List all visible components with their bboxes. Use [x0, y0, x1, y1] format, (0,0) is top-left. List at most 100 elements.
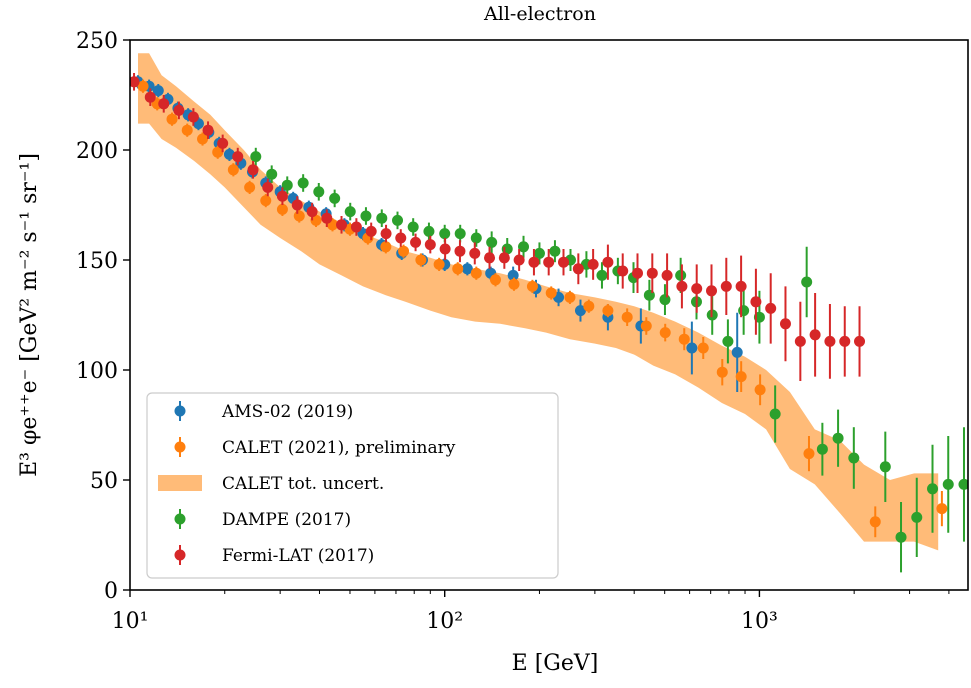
data-point — [344, 206, 356, 218]
data-point — [321, 212, 333, 224]
data-point — [659, 294, 671, 306]
data-point — [697, 342, 709, 354]
data-point — [769, 408, 781, 420]
data-point — [545, 287, 557, 299]
data-point — [720, 280, 732, 292]
data-point — [574, 305, 586, 317]
y-axis-title-text: E³ φe⁺⁺e⁻ [GeV² m⁻² s⁻¹ sr⁻¹] — [17, 153, 42, 477]
data-point — [293, 210, 305, 222]
series-layer — [130, 73, 968, 573]
data-point — [247, 164, 259, 176]
data-point — [927, 483, 939, 495]
data-point — [407, 221, 419, 233]
data-point — [528, 256, 540, 268]
legend: AMS-02 (2019) CALET (2021), preliminary CA… — [146, 392, 559, 579]
data-point — [489, 274, 501, 286]
data-point — [306, 206, 318, 218]
data-point — [266, 168, 278, 180]
data-point — [617, 265, 629, 277]
data-point — [558, 256, 570, 268]
data-point — [602, 256, 614, 268]
data-point — [498, 252, 510, 264]
data-point — [640, 320, 652, 332]
data-point — [310, 214, 322, 226]
data-point — [486, 236, 498, 248]
legend-marker — [174, 405, 186, 417]
data-point — [227, 164, 239, 176]
data-point — [895, 531, 907, 543]
legend-fermi: Fermi-LAT (2017) — [174, 545, 374, 566]
data-point — [779, 318, 791, 330]
data-point — [848, 452, 860, 464]
data-point — [454, 245, 466, 257]
data-point — [735, 371, 747, 383]
data-point — [854, 335, 866, 347]
data-point — [602, 305, 614, 317]
data-point — [526, 280, 538, 292]
data-point — [166, 113, 178, 125]
data-point — [469, 247, 481, 259]
data-point — [686, 342, 698, 354]
data-point — [223, 148, 235, 160]
data-point — [244, 181, 256, 193]
chart-title: All-electron — [483, 3, 596, 25]
data-point — [533, 247, 545, 259]
data-point — [691, 283, 703, 295]
y-tick-label: 100 — [76, 359, 118, 384]
data-point — [137, 80, 149, 92]
legend-marker — [174, 549, 186, 561]
legend-marker — [174, 513, 186, 525]
data-point — [336, 219, 348, 231]
legend-calet-band: CALET tot. uncert. — [158, 474, 384, 494]
data-point — [470, 267, 482, 279]
data-point — [380, 241, 392, 253]
y-tick-label: 250 — [76, 29, 118, 54]
data-point — [801, 276, 813, 288]
data-point — [794, 335, 806, 347]
data-point — [572, 263, 584, 275]
data-point — [350, 221, 362, 233]
data-point — [130, 76, 140, 88]
data-point — [470, 232, 482, 244]
data-point — [936, 503, 948, 515]
data-point — [212, 146, 224, 158]
y-axis-title: E³ φe⁺⁺e⁻ [GeV² m⁻² s⁻¹ sr⁻¹] — [17, 153, 42, 477]
data-point — [731, 346, 743, 358]
y-tick-label: 0 — [104, 579, 118, 604]
data-point — [958, 478, 968, 490]
data-point — [809, 329, 821, 341]
data-point — [276, 203, 288, 215]
data-point — [675, 269, 687, 281]
legend-label: CALET (2021), preliminary — [222, 438, 456, 458]
data-point — [803, 448, 815, 460]
data-point — [439, 228, 451, 240]
data-point — [376, 212, 388, 224]
x-axis-title: E [GeV] — [512, 651, 599, 676]
data-point — [596, 269, 608, 281]
data-point — [816, 443, 828, 455]
data-point — [452, 263, 464, 275]
data-point — [276, 190, 288, 202]
data-point — [543, 256, 555, 268]
legend-frame — [146, 392, 559, 579]
data-point — [824, 335, 836, 347]
legend-calet: CALET (2021), preliminary — [174, 437, 456, 458]
data-point — [839, 335, 851, 347]
data-point — [484, 252, 496, 264]
y-tick-label: 200 — [76, 139, 118, 164]
data-point — [291, 199, 303, 211]
legend-dampe: DAMPE (2017) — [174, 509, 351, 530]
data-point — [262, 181, 274, 193]
data-point — [398, 245, 410, 257]
series-fermi — [130, 73, 866, 381]
data-point — [549, 245, 561, 257]
data-point — [716, 366, 728, 378]
data-point — [832, 432, 844, 444]
data-point — [735, 280, 747, 292]
data-point — [879, 461, 891, 473]
series-calet — [137, 79, 948, 538]
data-point — [424, 239, 436, 251]
data-point — [621, 311, 633, 323]
x-tick-label: 10¹ — [112, 609, 149, 634]
y-tick-label: 150 — [76, 249, 118, 274]
